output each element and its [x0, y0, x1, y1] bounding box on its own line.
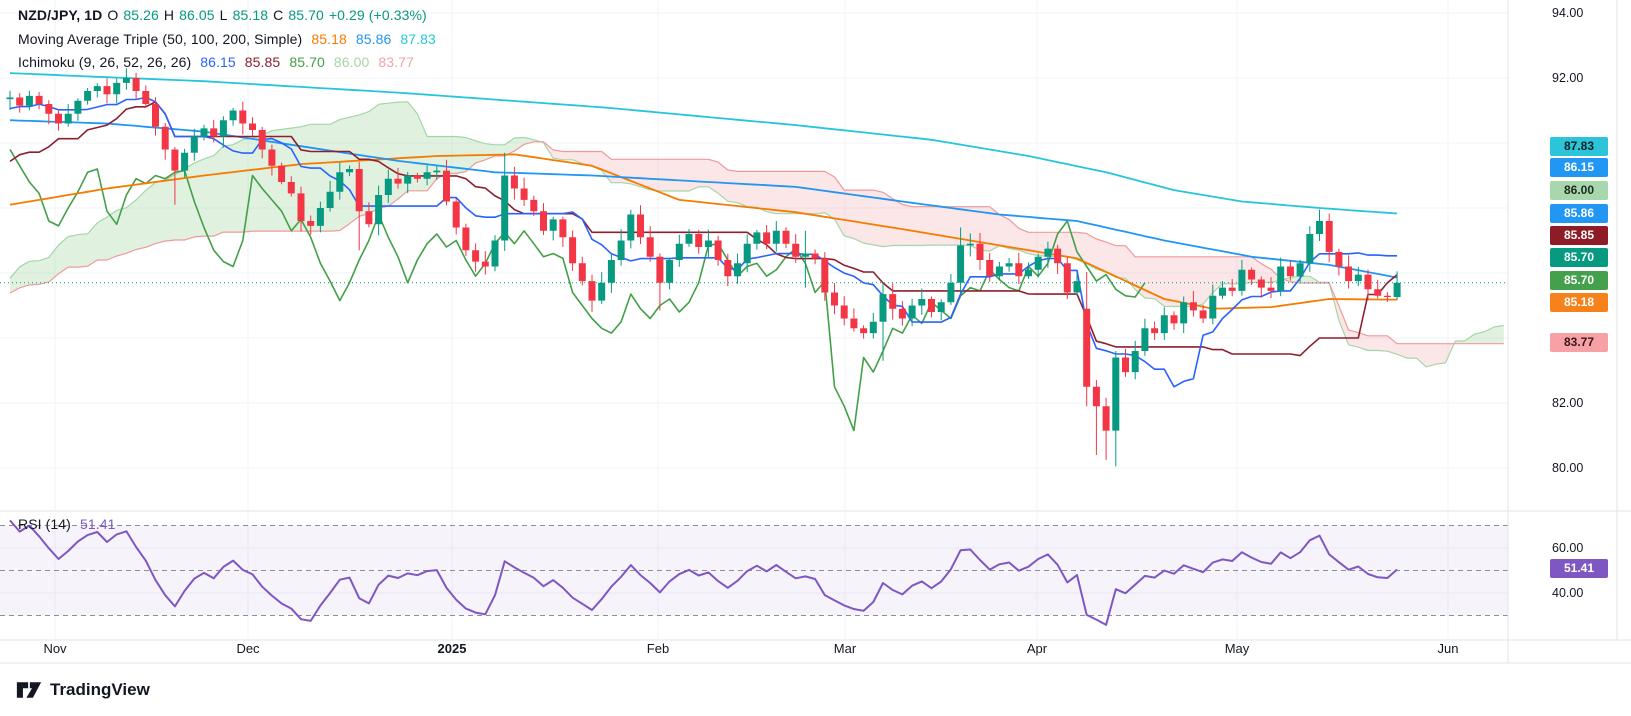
ma100-value: 85.86 [355, 31, 392, 47]
change-value: +0.29 (+0.33%) [328, 7, 427, 23]
ma100-price-badge: 85.86 [1550, 204, 1608, 223]
price-tick: 94.00 [1552, 6, 1584, 20]
rsi-legend[interactable]: RSI (14) 51.41 [18, 516, 120, 532]
time-label-2025: 2025 [437, 641, 467, 656]
time-label-may: May [1224, 641, 1250, 656]
tenkan-value: 86.15 [200, 54, 236, 70]
tenkan-line [9, 96, 1398, 388]
lead2-price-badge: 83.77 [1550, 333, 1608, 352]
ichimoku-cloud [10, 101, 1504, 367]
rsi-tick: 60.00 [1552, 541, 1584, 555]
main-pane [0, 68, 1508, 467]
low-label: L [219, 7, 228, 23]
high-value: 86.05 [179, 7, 215, 23]
time-label-apr: Apr [1026, 641, 1048, 656]
rsi-value: 51.41 [79, 516, 116, 532]
chikou-price-badge: 85.70 [1550, 271, 1608, 290]
symbol-legend[interactable]: NZD/JPY, 1D O 85.26 H 86.05 L 85.18 C 85.70 +0.29… [18, 7, 432, 23]
time-label-jun: Jun [1437, 641, 1459, 656]
tradingview-wordmark: TradingView [50, 680, 150, 699]
time-label-feb: Feb [646, 641, 670, 656]
time-label-nov: Nov [43, 641, 67, 656]
ma-title: Moving Average Triple (50, 100, 200, Sim… [18, 31, 303, 47]
close-label: C [273, 7, 284, 23]
candles-layer [6, 68, 1401, 467]
lead1-value: 86.00 [333, 54, 370, 70]
high-label: H [163, 7, 175, 23]
kijun-price-badge: 85.85 [1550, 226, 1608, 245]
ma-line-sma200 [9, 72, 1398, 215]
chikou-value: 85.70 [289, 54, 325, 70]
open-value: 85.26 [123, 7, 159, 23]
senkou-b-line [9, 141, 1504, 345]
rsi-value-badge: 51.41 [1550, 559, 1608, 578]
ma200-price-badge: 87.83 [1550, 137, 1608, 156]
ma50-value: 85.18 [311, 31, 347, 47]
lead2-value: 83.77 [378, 54, 414, 70]
symbol-title: NZD/JPY, 1D [18, 7, 103, 23]
tenkan-price-badge: 86.15 [1550, 158, 1608, 177]
ma-line-sma50 [9, 153, 1398, 310]
tradingview-logo[interactable]: TradingView [16, 679, 150, 701]
price-tick: 82.00 [1552, 396, 1584, 410]
ma50-price-badge: 85.18 [1550, 293, 1608, 312]
price-tick: 92.00 [1552, 71, 1584, 85]
rsi-tick: 40.00 [1552, 586, 1584, 600]
open-label: O [107, 7, 119, 23]
last-price-badge: 85.70 [1550, 248, 1608, 267]
close-value: 85.70 [288, 7, 324, 23]
rsi-line [9, 519, 1398, 626]
tradingview-logo-icon [16, 682, 42, 698]
rsi-pane [0, 519, 1508, 626]
rsi-title: RSI (14) [18, 516, 71, 532]
ma-legend[interactable]: Moving Average Triple (50, 100, 200, Sim… [18, 31, 441, 47]
kijun-line [9, 101, 1398, 357]
price-tick: 80.00 [1552, 461, 1584, 475]
ichimoku-title: Ichimoku (9, 26, 52, 26, 26) [18, 54, 192, 70]
time-label-mar: Mar [833, 641, 857, 656]
lead1-price-badge: 86.00 [1550, 181, 1608, 200]
low-value: 85.18 [232, 7, 269, 23]
ichimoku-legend[interactable]: Ichimoku (9, 26, 52, 26, 26) 86.15 85.85… [18, 54, 419, 70]
time-label-dec: Dec [236, 641, 260, 656]
pane-borders [0, 0, 1631, 664]
ma200-value: 87.83 [400, 31, 436, 47]
kijun-value: 85.85 [244, 54, 281, 70]
gridlines [0, 0, 1508, 640]
